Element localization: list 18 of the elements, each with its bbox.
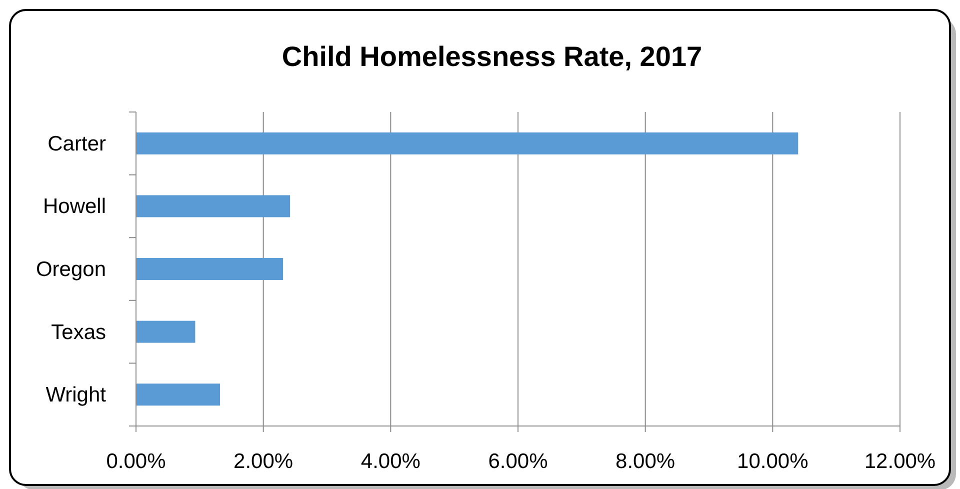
y-tick-label: Wright [46, 384, 106, 407]
y-tick-label: Howell [42, 195, 106, 218]
x-tick-label: 0.00% [106, 450, 166, 473]
x-tick-label: 6.00% [488, 450, 548, 473]
x-tick-label: 4.00% [360, 450, 420, 473]
y-tick-label: Oregon [36, 258, 106, 281]
bar [136, 195, 290, 218]
bar [136, 320, 196, 343]
x-tick-label: 8.00% [616, 450, 676, 473]
bar [136, 258, 284, 280]
chart-title: Child Homelessness Rate, 2017 [282, 41, 702, 72]
x-tick-label: 2.00% [234, 450, 294, 473]
y-tick-label: Texas [51, 320, 106, 344]
x-tick-label: 12.00% [864, 450, 936, 473]
bar [136, 132, 798, 154]
bar [136, 384, 220, 406]
y-tick-label: Carter [48, 132, 106, 156]
x-tick-label: 10.00% [737, 450, 808, 473]
